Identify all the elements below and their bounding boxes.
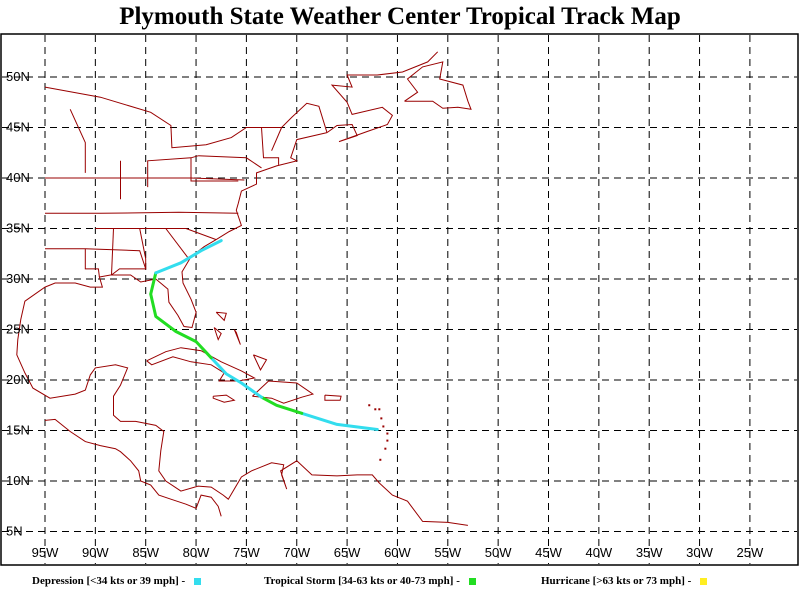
- lon-label: 65W: [334, 545, 361, 560]
- political-border: [139, 228, 147, 269]
- island: [380, 417, 383, 420]
- lon-label: 75W: [233, 545, 260, 560]
- lon-label: 25W: [737, 545, 764, 560]
- lon-label: 50W: [485, 545, 512, 560]
- coastline: [16, 132, 468, 526]
- track-segment-depression: [300, 411, 379, 431]
- coastlines: [16, 51, 472, 526]
- lon-label: 30W: [686, 545, 713, 560]
- coastline: [215, 311, 227, 322]
- political-border: [45, 177, 245, 181]
- lon-label: 80W: [183, 545, 210, 560]
- political-border: [271, 127, 283, 151]
- legend-depression-swatch: [193, 577, 201, 585]
- political-border: [84, 248, 100, 278]
- lon-label: 55W: [434, 545, 461, 560]
- legend: Depression [<34 kts or 39 mph] - Tropica…: [0, 566, 800, 600]
- political-border: [69, 109, 86, 173]
- lon-label: 40W: [585, 545, 612, 560]
- island: [379, 458, 382, 461]
- longitude-labels: 95W 90W 85W 80W 75W 70W 65W 60W 55W 50W 45W 40W 35W 3…: [32, 545, 764, 560]
- political-border: [111, 228, 114, 276]
- political-border: [165, 228, 189, 259]
- legend-tropical-storm-swatch: [468, 577, 476, 585]
- lon-label: 70W: [283, 545, 310, 560]
- coastline: [212, 394, 236, 403]
- coastline: [404, 61, 472, 110]
- coastline: [146, 347, 256, 382]
- legend-tropical-storm: Tropical Storm [34-63 kts or 40-73 mph] …: [264, 575, 476, 587]
- track-segment-depression: [154, 239, 223, 275]
- legend-hurricane-swatch: [700, 577, 708, 585]
- lat-label: 15N: [6, 423, 30, 438]
- lat-label: 30N: [6, 271, 30, 286]
- map-title: Plymouth State Weather Center Tropical T…: [119, 3, 681, 30]
- lon-label: 85W: [132, 545, 159, 560]
- track-map: 50N 45N 40N 35N 30N 25N 20N 15N 10N 5N 95W 90W 85W 8…: [0, 33, 799, 566]
- political-border: [261, 127, 280, 165]
- legend-hurricane-label: Hurricane [>63 kts or 73 mph] -: [541, 575, 692, 587]
- legend-hurricane: Hurricane [>63 kts or 73 mph] -: [541, 575, 708, 587]
- track-segment-tropical-storm: [149, 271, 213, 360]
- legend-depression-label: Depression [<34 kts or 39 mph] -: [32, 575, 186, 587]
- political-border: [198, 155, 262, 169]
- island: [378, 408, 381, 411]
- lat-label: 10N: [6, 473, 30, 488]
- legend-tropical-storm-label: Tropical Storm [34-63 kts or 40-73 mph] …: [264, 575, 460, 587]
- latitude-labels: 50N 45N 40N 35N 30N 25N 20N 15N 10N 5N: [6, 69, 30, 539]
- legend-depression: Depression [<34 kts or 39 mph] -: [32, 575, 201, 587]
- political-border: [45, 211, 239, 214]
- lat-label: 35N: [6, 221, 30, 236]
- coastline: [233, 329, 241, 345]
- lat-label: 5N: [6, 524, 23, 539]
- storm-track: [149, 239, 379, 431]
- coastline: [252, 354, 268, 371]
- coastline: [213, 327, 222, 341]
- political-border: [44, 86, 328, 149]
- island: [386, 432, 389, 435]
- political-border: [190, 157, 239, 182]
- island: [386, 439, 389, 442]
- lon-label: 60W: [384, 545, 411, 560]
- lon-label: 90W: [82, 545, 109, 560]
- lon-label: 35W: [636, 545, 663, 560]
- lat-label: 25N: [6, 322, 30, 337]
- political-border: [95, 228, 217, 241]
- coastline: [324, 394, 342, 401]
- island: [368, 404, 371, 407]
- coastline: [252, 380, 315, 404]
- lat-label: 40N: [6, 170, 30, 185]
- island: [382, 425, 385, 428]
- track-segment-depression: [209, 356, 263, 399]
- map-frame: [0, 33, 799, 566]
- track-segment-tropical-storm: [260, 395, 304, 415]
- lat-lon-grid: [2, 35, 797, 564]
- lon-label: 95W: [32, 545, 59, 560]
- lon-label: 45W: [535, 545, 562, 560]
- lat-label: 50N: [6, 69, 30, 84]
- lat-label: 20N: [6, 372, 30, 387]
- lat-label: 45N: [6, 120, 30, 135]
- political-border: [147, 155, 199, 188]
- island: [384, 447, 387, 450]
- political-border: [45, 248, 147, 276]
- coastline: [326, 51, 439, 143]
- coastline: [44, 418, 222, 517]
- island: [374, 408, 377, 411]
